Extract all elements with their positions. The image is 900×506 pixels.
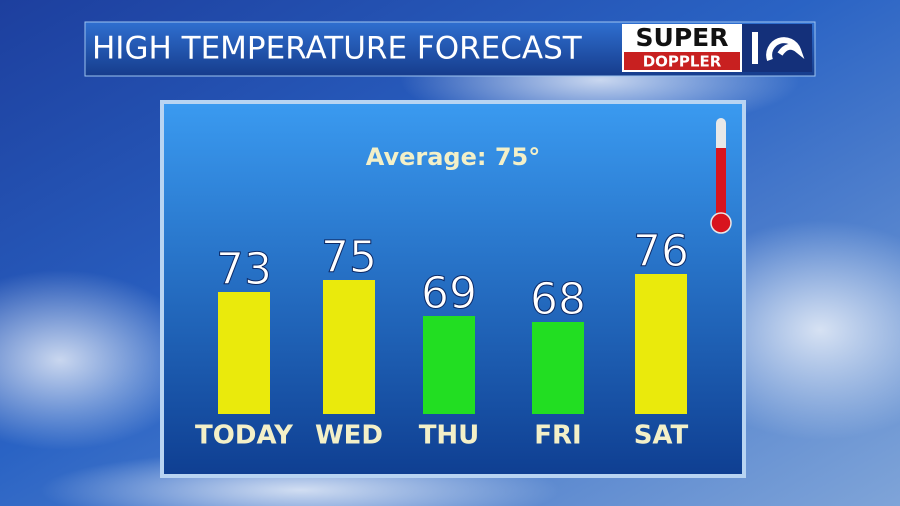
bar — [423, 316, 475, 414]
bar — [532, 322, 584, 414]
bar — [218, 292, 270, 414]
bar — [635, 274, 687, 414]
value-label: 68 — [530, 274, 586, 325]
logo-emblem-shape — [752, 32, 805, 64]
category-label: SAT — [634, 421, 689, 451]
value-label: 73 — [216, 244, 272, 295]
category-label: TODAY — [195, 421, 294, 451]
value-label: 75 — [321, 232, 377, 283]
logo-text: DOPPLER — [643, 53, 722, 71]
value-label: 76 — [633, 226, 689, 277]
thermometer-bulb — [710, 212, 732, 234]
thermometer-mercury — [716, 148, 726, 222]
category-label: THU — [419, 421, 480, 451]
cloud — [0, 270, 200, 450]
logo-band — [624, 52, 740, 70]
chart-title: HIGH TEMPERATURE FORECAST — [92, 31, 583, 67]
bar — [323, 280, 375, 414]
category-label: FRI — [534, 421, 581, 451]
category-label: WED — [315, 421, 383, 451]
value-label: 69 — [421, 268, 477, 319]
bars: 73 TODAY 75 WED 69 THU 68 FRI 76 SAT — [195, 226, 689, 451]
logo-text: SUPER — [636, 23, 729, 52]
average-annotation: Average: 75° — [366, 143, 540, 171]
